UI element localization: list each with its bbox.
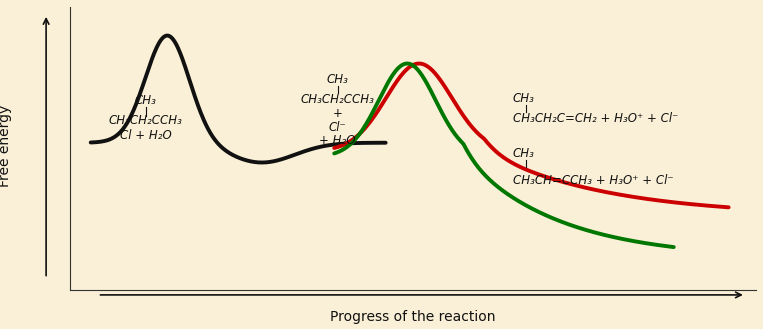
Text: CH₃: CH₃ [327, 73, 349, 86]
Text: CH₃CH=CCH₃ + H₃O⁺ + Cl⁻: CH₃CH=CCH₃ + H₃O⁺ + Cl⁻ [513, 174, 673, 187]
Text: Cl + H₂O: Cl + H₂O [120, 129, 172, 142]
Text: CH₃CH₂C=CH₂ + H₃O⁺ + Cl⁻: CH₃CH₂C=CH₂ + H₃O⁺ + Cl⁻ [513, 112, 678, 125]
Text: CH₃: CH₃ [134, 94, 156, 107]
Text: CH₃: CH₃ [513, 91, 534, 105]
Text: CH₃CH₂CCH₃: CH₃CH₂CCH₃ [301, 93, 375, 106]
Text: +: + [333, 107, 343, 120]
Text: + H₂O: + H₂O [320, 134, 356, 147]
Text: Cl⁻: Cl⁻ [329, 121, 346, 134]
Text: Free energy: Free energy [0, 104, 12, 187]
Text: Progress of the reaction: Progress of the reaction [330, 310, 496, 324]
Text: CH₃CH₂CCH₃: CH₃CH₂CCH₃ [108, 114, 182, 127]
Text: CH₃: CH₃ [513, 147, 534, 160]
